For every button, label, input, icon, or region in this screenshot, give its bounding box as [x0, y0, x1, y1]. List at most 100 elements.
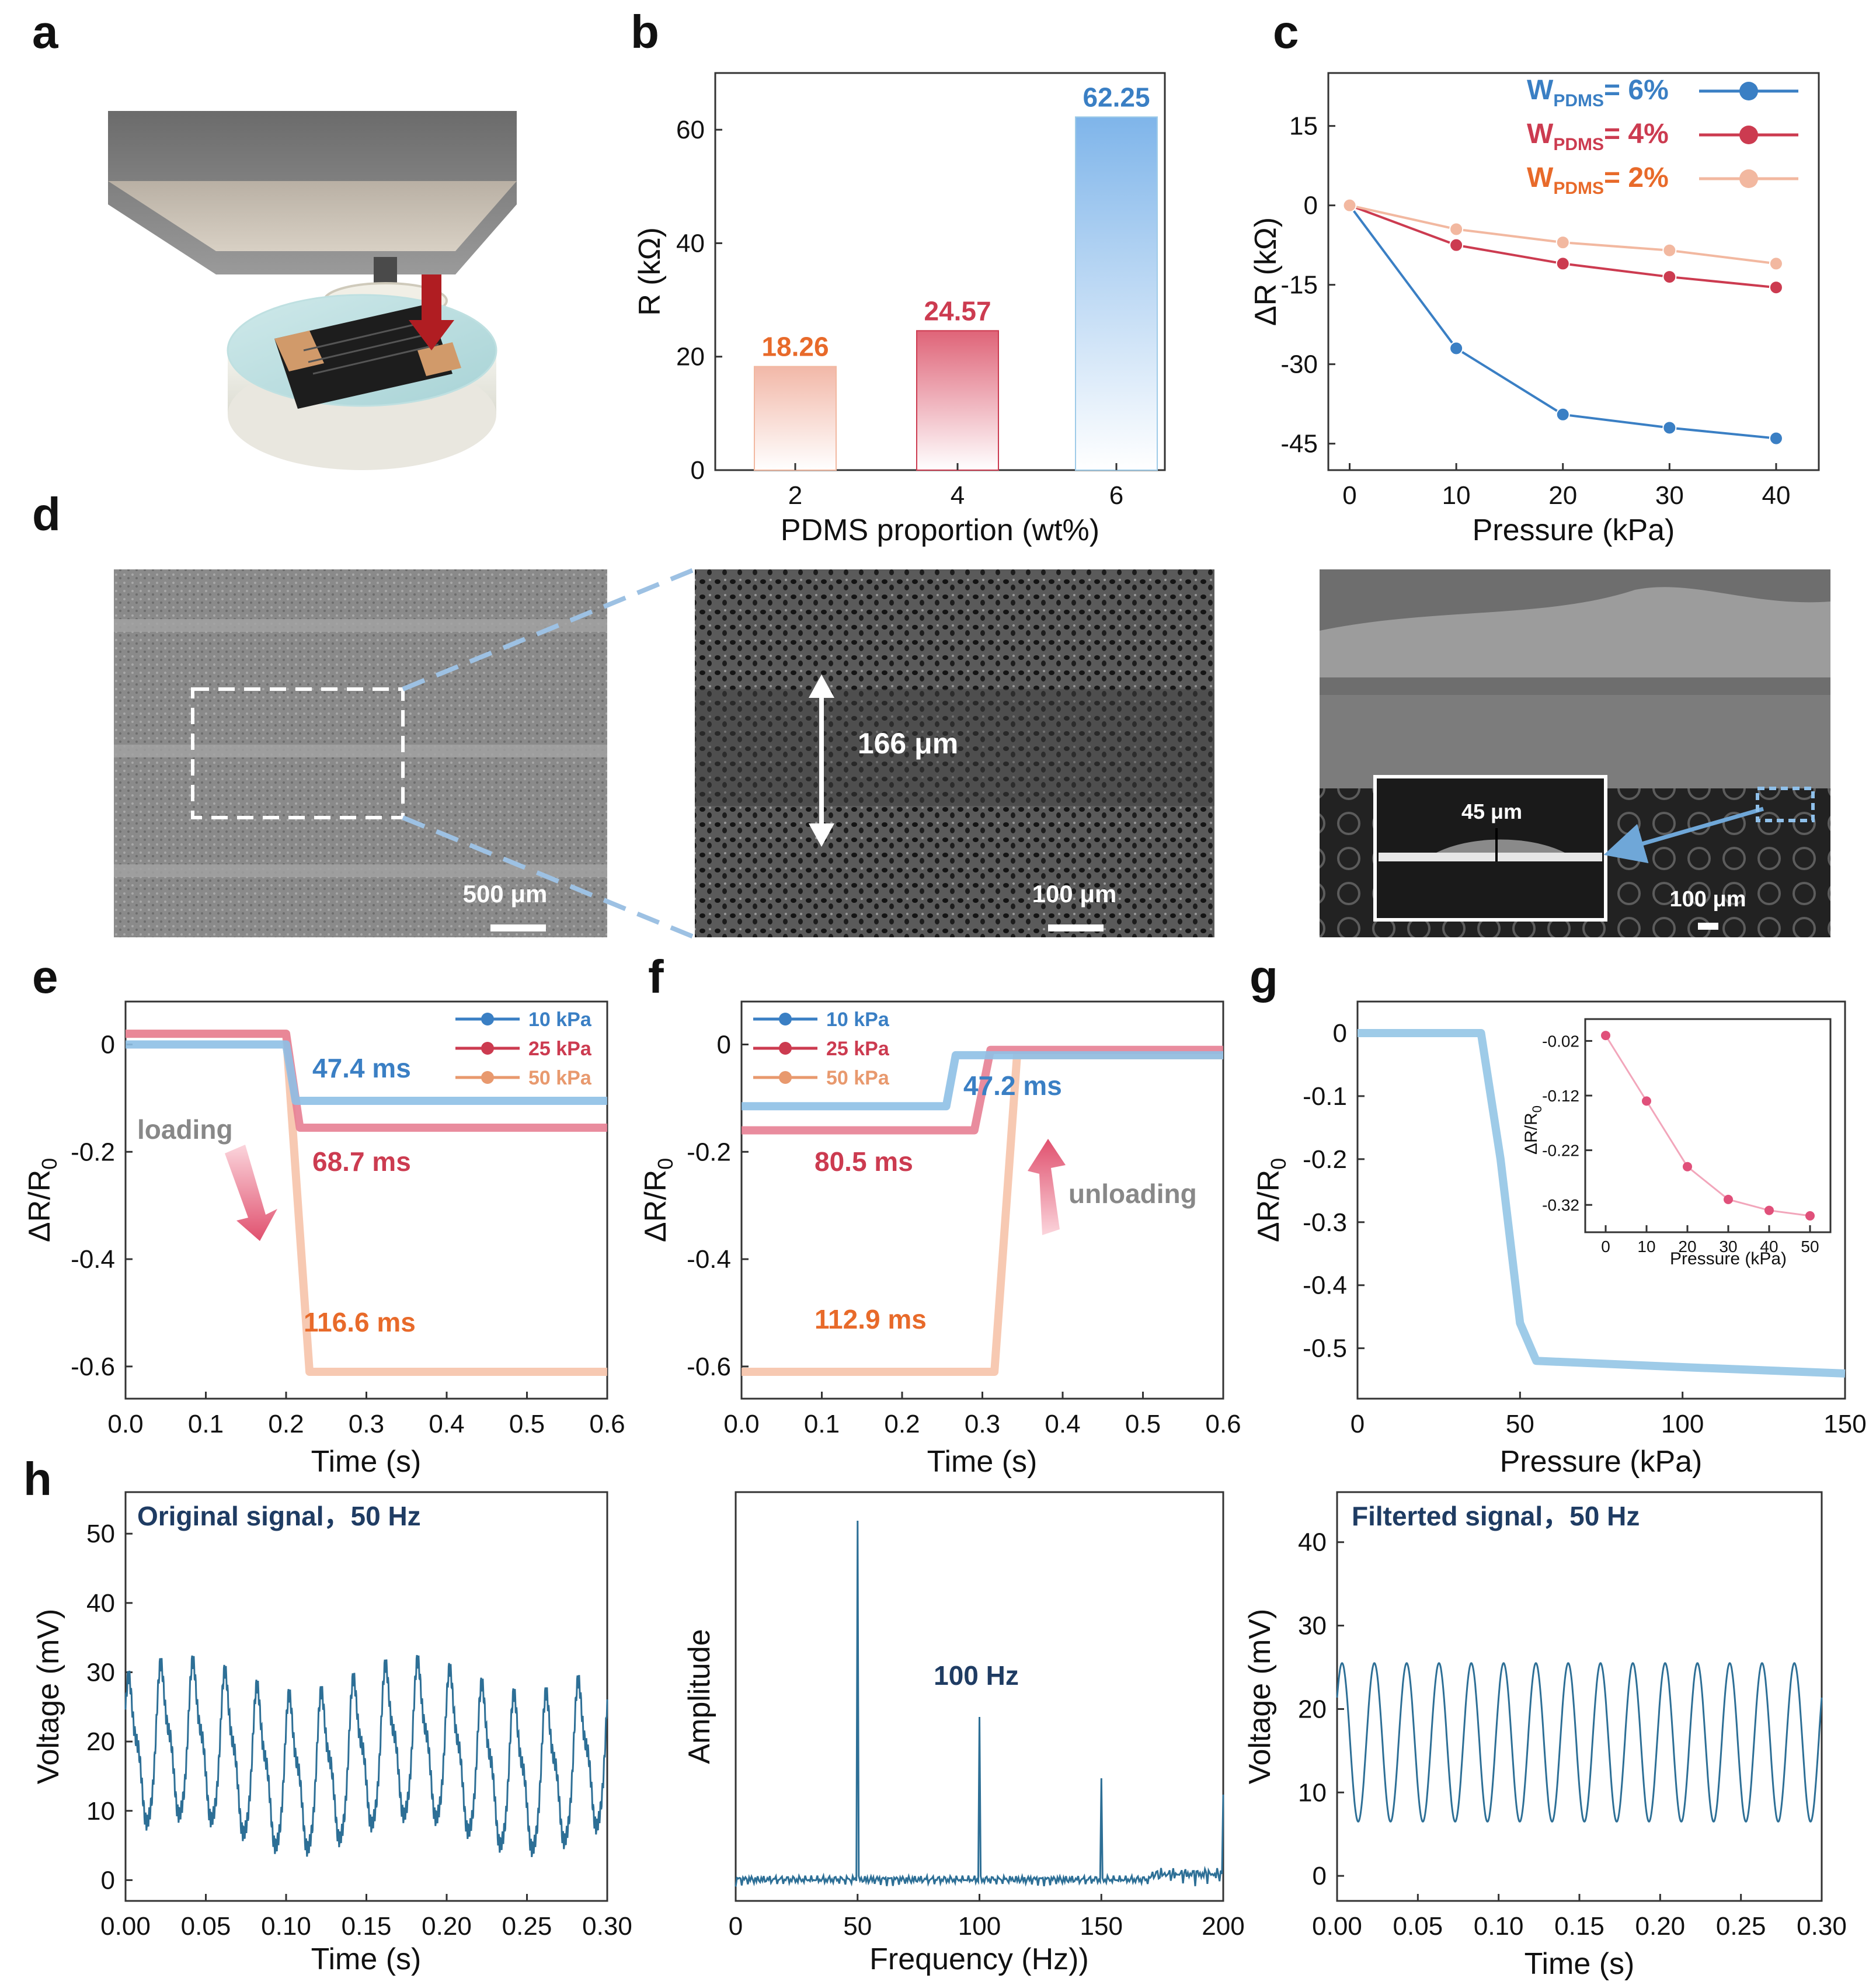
sem-scale-label-3: 100 μm	[1670, 887, 1746, 912]
chart-h3-title: Filterted signal，50 Hz	[1352, 1501, 1640, 1531]
chart-h3-signal-line	[1336, 1662, 1823, 1823]
chart-h3-ylabel: Voltage (mV)	[1243, 1609, 1277, 1785]
chart-h1-ylabel: Voltage (mV)	[32, 1609, 65, 1785]
chart-g-inset-xtick-label: 10	[1637, 1237, 1655, 1256]
chart-g-ytick-label: -0.3	[1303, 1208, 1347, 1237]
chart-g-inset-line	[1604, 1035, 1811, 1217]
chart-b-value-label: 18.26	[761, 332, 829, 362]
chart-e-response-time-label: 68.7 ms	[312, 1146, 411, 1177]
chart-f-xlabel: Time (s)	[927, 1445, 1038, 1479]
chart-b: 0 20 40 60 18.26 2 24.57 4 62.25 6 PDMS proportio…	[633, 72, 1166, 547]
chart-g-xlabel: Pressure (kPa)	[1500, 1445, 1703, 1479]
chart-e-ylabel-sub: 0	[37, 1158, 61, 1170]
chart-e-legend-label: 25 kPa	[528, 1038, 592, 1060]
chart-c-point	[1769, 280, 1783, 295]
chart-e-ylabel-main: ΔR/R	[23, 1170, 57, 1242]
chart-h2-xtick-label: 100	[958, 1912, 1001, 1941]
chart-h3-xtick-label: 0.20	[1635, 1912, 1686, 1941]
chart-c-legend-name: W	[1527, 162, 1554, 193]
chart-h1-xtick-label: 0.00	[100, 1912, 151, 1941]
zoom-connector-top	[402, 567, 696, 691]
chart-h2: 0 50 100 150 200 100 Hz Frequency (Hz)) Ampl…	[683, 1491, 1245, 1976]
chart-h3-xtick-label: 0.10	[1474, 1912, 1524, 1941]
chart-f-ytick-label: -0.6	[687, 1353, 731, 1381]
chart-f-xtick-label: 0.6	[1205, 1410, 1241, 1438]
chart-h3-frame	[1336, 1491, 1823, 1902]
sem-scalebar-1	[490, 924, 546, 931]
chart-h3-ytick-label: 0	[1313, 1862, 1327, 1890]
chart-h1-ytick-label: 50	[86, 1520, 115, 1548]
chart-c-legend-sub: PDMS	[1553, 135, 1604, 154]
chart-g-inset-xtick-label: 30	[1719, 1237, 1737, 1256]
gap-label: 166 μm	[858, 727, 958, 760]
chart-g-frame	[1356, 1000, 1846, 1400]
chart-f-direction-label: unloading	[1068, 1179, 1197, 1209]
chart-f-ytick-label: 0	[717, 1031, 731, 1059]
chart-h2-annotation: 100 Hz	[934, 1660, 1019, 1691]
chart-f-legend-marker	[779, 1071, 792, 1084]
chart-f-response-time-label: 112.9 ms	[815, 1304, 927, 1334]
chart-h1-xtick-label: 0.05	[181, 1912, 231, 1941]
chart-h3-xtick-label: 0.30	[1797, 1912, 1847, 1941]
chart-g-inset-ylabel-main: ΔR/R	[1522, 1113, 1541, 1155]
chart-g-inset-point	[1683, 1162, 1692, 1171]
chart-f-legend-label: 10 kPa	[826, 1009, 890, 1031]
chart-g-inset-xtick-label: 20	[1678, 1237, 1696, 1256]
chart-g-ytick-label: -0.5	[1303, 1334, 1347, 1363]
inset-source-box	[1756, 787, 1815, 822]
chart-e-xlabel: Time (s)	[311, 1445, 422, 1479]
chart-h3: 0.00 0.05 0.10 0.15 0.20 0.25 0.30 0 10 20 30 40 Fi…	[1243, 1491, 1847, 1981]
chart-g-inset-point	[1764, 1205, 1774, 1215]
chart-g-inset-ytick-label: -0.22	[1542, 1142, 1579, 1160]
chart-g-ylabel-sub: 0	[1266, 1158, 1290, 1170]
chart-b-value-label: 62.25	[1083, 82, 1150, 112]
panel-letter-e: e	[32, 951, 58, 1003]
panel-letter-c: c	[1273, 6, 1299, 58]
chart-b-xtick-label: 2	[788, 481, 802, 510]
chart-f-legend-marker	[779, 1042, 792, 1055]
chart-h3-ytick-label: 20	[1298, 1695, 1327, 1723]
chart-b-ylabel: R (kΩ)	[633, 227, 667, 316]
chart-g-ytick-label: -0.1	[1303, 1082, 1347, 1111]
chart-g-inset-frame	[1584, 1018, 1832, 1233]
chart-b-ytick-label: 0	[691, 456, 705, 485]
chart-c-point	[1662, 270, 1677, 284]
chart-c-xtick-label: 30	[1655, 481, 1684, 510]
chart-c-legend-name: W	[1527, 75, 1554, 106]
chart-c-point	[1449, 222, 1464, 237]
sem-scale-label-2: 100 μm	[1032, 880, 1117, 908]
chart-c-legend-label: WPDMS= 2%	[1527, 162, 1669, 198]
chart-b-xtick-label: 4	[951, 481, 965, 510]
chart-h2-xtick-label: 50	[843, 1912, 872, 1941]
chart-c-point	[1555, 235, 1570, 250]
chart-h1-xtick-label: 0.10	[261, 1912, 311, 1941]
chart-g-inset-xtick-label: 0	[1601, 1237, 1610, 1256]
chart-e-direction-arrow	[225, 1145, 277, 1241]
chart-g-inset-point	[1805, 1211, 1815, 1221]
chart-g-xtick-label: 100	[1661, 1410, 1704, 1438]
chart-h3-xtick-label: 0.00	[1312, 1912, 1362, 1941]
chart-g-ylabel-main: ΔR/R	[1252, 1170, 1286, 1242]
chart-h2-xlabel: Frequency (Hz))	[869, 1942, 1089, 1976]
chart-h2-ylabel: Amplitude	[683, 1629, 716, 1764]
chart-g-xtick-label: 50	[1506, 1410, 1534, 1438]
chart-h3-xtick-label: 0.25	[1716, 1912, 1766, 1941]
chart-c-legend-marker	[1739, 169, 1758, 188]
panel-letter-d: d	[32, 488, 61, 540]
chart-b-bar	[754, 366, 837, 471]
chart-f-series-line	[742, 1051, 1223, 1111]
chart-h3-xlabel: Time (s)	[1525, 1947, 1635, 1981]
chart-f-xtick-label: 0.4	[1045, 1410, 1080, 1438]
chart-f-ylabel: ΔR/R0	[639, 1158, 677, 1242]
chart-c-series-line	[1349, 204, 1777, 265]
panel-letter-b: b	[631, 6, 659, 58]
sem-image-2	[695, 569, 1214, 937]
chart-c-legend-suffix: = 6%	[1604, 75, 1669, 106]
chart-c-point	[1662, 420, 1677, 435]
chart-h2-spectrum-line	[735, 1520, 1224, 1887]
sem-scalebar-2	[1048, 924, 1104, 931]
chart-e-series-line	[126, 1040, 607, 1105]
chart-g-inset-xtick-label: 50	[1801, 1237, 1819, 1256]
panel-letter-h: h	[23, 1453, 52, 1505]
